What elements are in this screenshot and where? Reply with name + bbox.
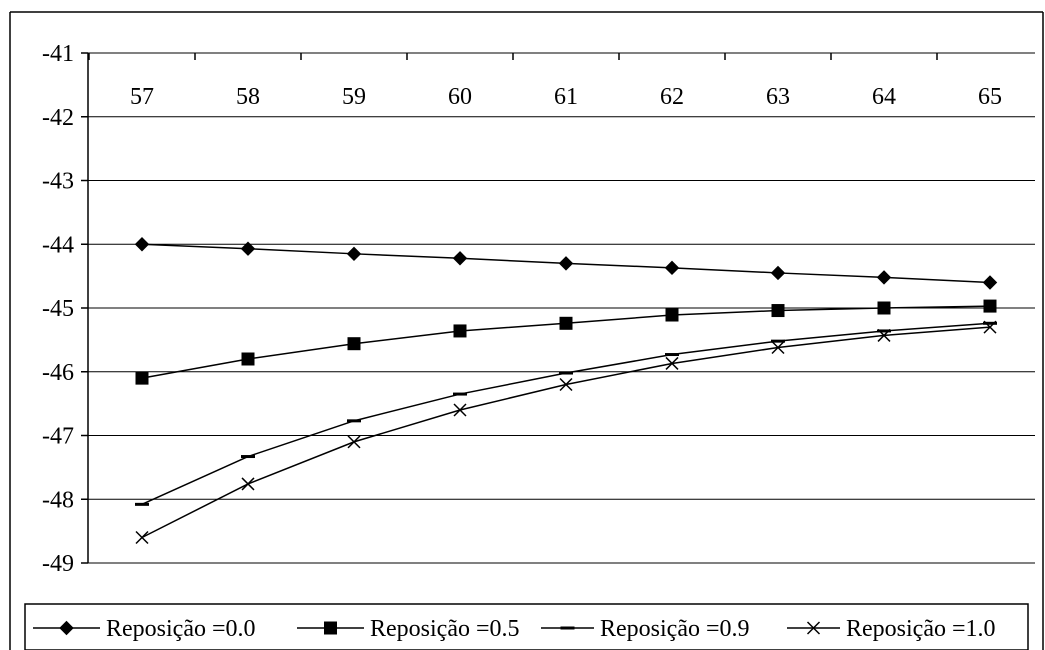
legend-label: Reposição =0.0 bbox=[106, 616, 256, 642]
legend-entry: Reposição =0.5 bbox=[297, 616, 520, 642]
x-tick-label: 64 bbox=[872, 84, 896, 110]
data-point-diamond bbox=[452, 251, 468, 266]
data-point-x bbox=[665, 356, 679, 370]
data-point-diamond bbox=[558, 256, 574, 271]
y-tick-labels: -41 -42 -43 -44 -45 -46 -47 -48 -49 bbox=[42, 41, 74, 577]
x-tick-label: 57 bbox=[130, 84, 154, 110]
x-tick-label: 65 bbox=[978, 84, 1002, 110]
y-tick-label: -45 bbox=[42, 296, 74, 322]
x-tick-label: 63 bbox=[766, 84, 790, 110]
series-layer bbox=[134, 237, 998, 545]
y-tick-label: -47 bbox=[42, 424, 74, 450]
x-tick-label: 58 bbox=[236, 84, 260, 110]
data-point-square bbox=[983, 299, 997, 313]
x-tick-labels: 57 58 59 60 61 62 63 64 65 bbox=[130, 84, 1002, 110]
legend-marker-diamond bbox=[59, 620, 74, 636]
x-tick-label: 62 bbox=[660, 84, 684, 110]
data-point-diamond bbox=[770, 265, 786, 281]
legend-label: Reposição =0.9 bbox=[600, 616, 750, 642]
data-point-square bbox=[135, 371, 149, 385]
legend-box bbox=[24, 603, 1029, 650]
series-x bbox=[135, 320, 997, 545]
data-point-diamond bbox=[982, 275, 998, 290]
legend-label: Reposição =0.5 bbox=[370, 616, 520, 642]
data-point-x bbox=[453, 403, 467, 417]
data-point-diamond bbox=[240, 241, 256, 256]
legend-marker-x bbox=[806, 621, 821, 635]
y-tick-label: -41 bbox=[42, 41, 74, 67]
data-point-square bbox=[453, 324, 467, 338]
legend-entry: Reposição =0.0 bbox=[33, 616, 256, 642]
data-point-square bbox=[877, 301, 891, 315]
data-point-square bbox=[241, 352, 255, 366]
data-point-square bbox=[347, 337, 361, 351]
legend-entry: Reposição =1.0 bbox=[787, 616, 996, 642]
x-tick-label: 59 bbox=[342, 84, 366, 110]
data-point-x bbox=[771, 340, 785, 355]
x-tick-label: 60 bbox=[448, 84, 472, 110]
series-line-dash bbox=[141, 322, 991, 506]
data-point-diamond bbox=[134, 237, 150, 252]
data-point-x bbox=[347, 435, 361, 449]
y-tick-label: -49 bbox=[42, 551, 74, 577]
series-diamond bbox=[134, 237, 998, 290]
y-tick-label: -44 bbox=[42, 232, 74, 258]
series-line-x bbox=[141, 326, 991, 539]
data-point-x bbox=[241, 477, 255, 491]
y-tick-label: -46 bbox=[42, 360, 74, 386]
y-tick-label: -48 bbox=[42, 487, 74, 513]
legend: Reposição =0.0 Reposição =0.5 Reposição =0… bbox=[24, 603, 1029, 650]
series-square bbox=[135, 299, 997, 385]
y-tick-label: -42 bbox=[42, 105, 74, 131]
legend-marker-square bbox=[324, 621, 337, 635]
legend-items: Reposição =0.0 Reposição =0.5 Reposição =0… bbox=[33, 616, 996, 642]
legend-label: Reposição =1.0 bbox=[846, 616, 996, 642]
data-point-x bbox=[983, 320, 997, 334]
axis-layer bbox=[81, 52, 938, 564]
data-point-diamond bbox=[876, 270, 892, 285]
y-tick-label: -43 bbox=[42, 169, 74, 195]
data-point-diamond bbox=[346, 246, 362, 262]
data-point-square bbox=[559, 316, 573, 330]
x-tick-label: 61 bbox=[554, 84, 578, 110]
data-point-square bbox=[665, 308, 679, 322]
legend-entry: Reposição =0.9 bbox=[541, 616, 750, 642]
data-point-x bbox=[559, 377, 573, 392]
data-point-square bbox=[771, 304, 785, 318]
data-point-x bbox=[135, 530, 149, 545]
data-point-diamond bbox=[664, 260, 680, 276]
data-point-x bbox=[877, 328, 891, 342]
